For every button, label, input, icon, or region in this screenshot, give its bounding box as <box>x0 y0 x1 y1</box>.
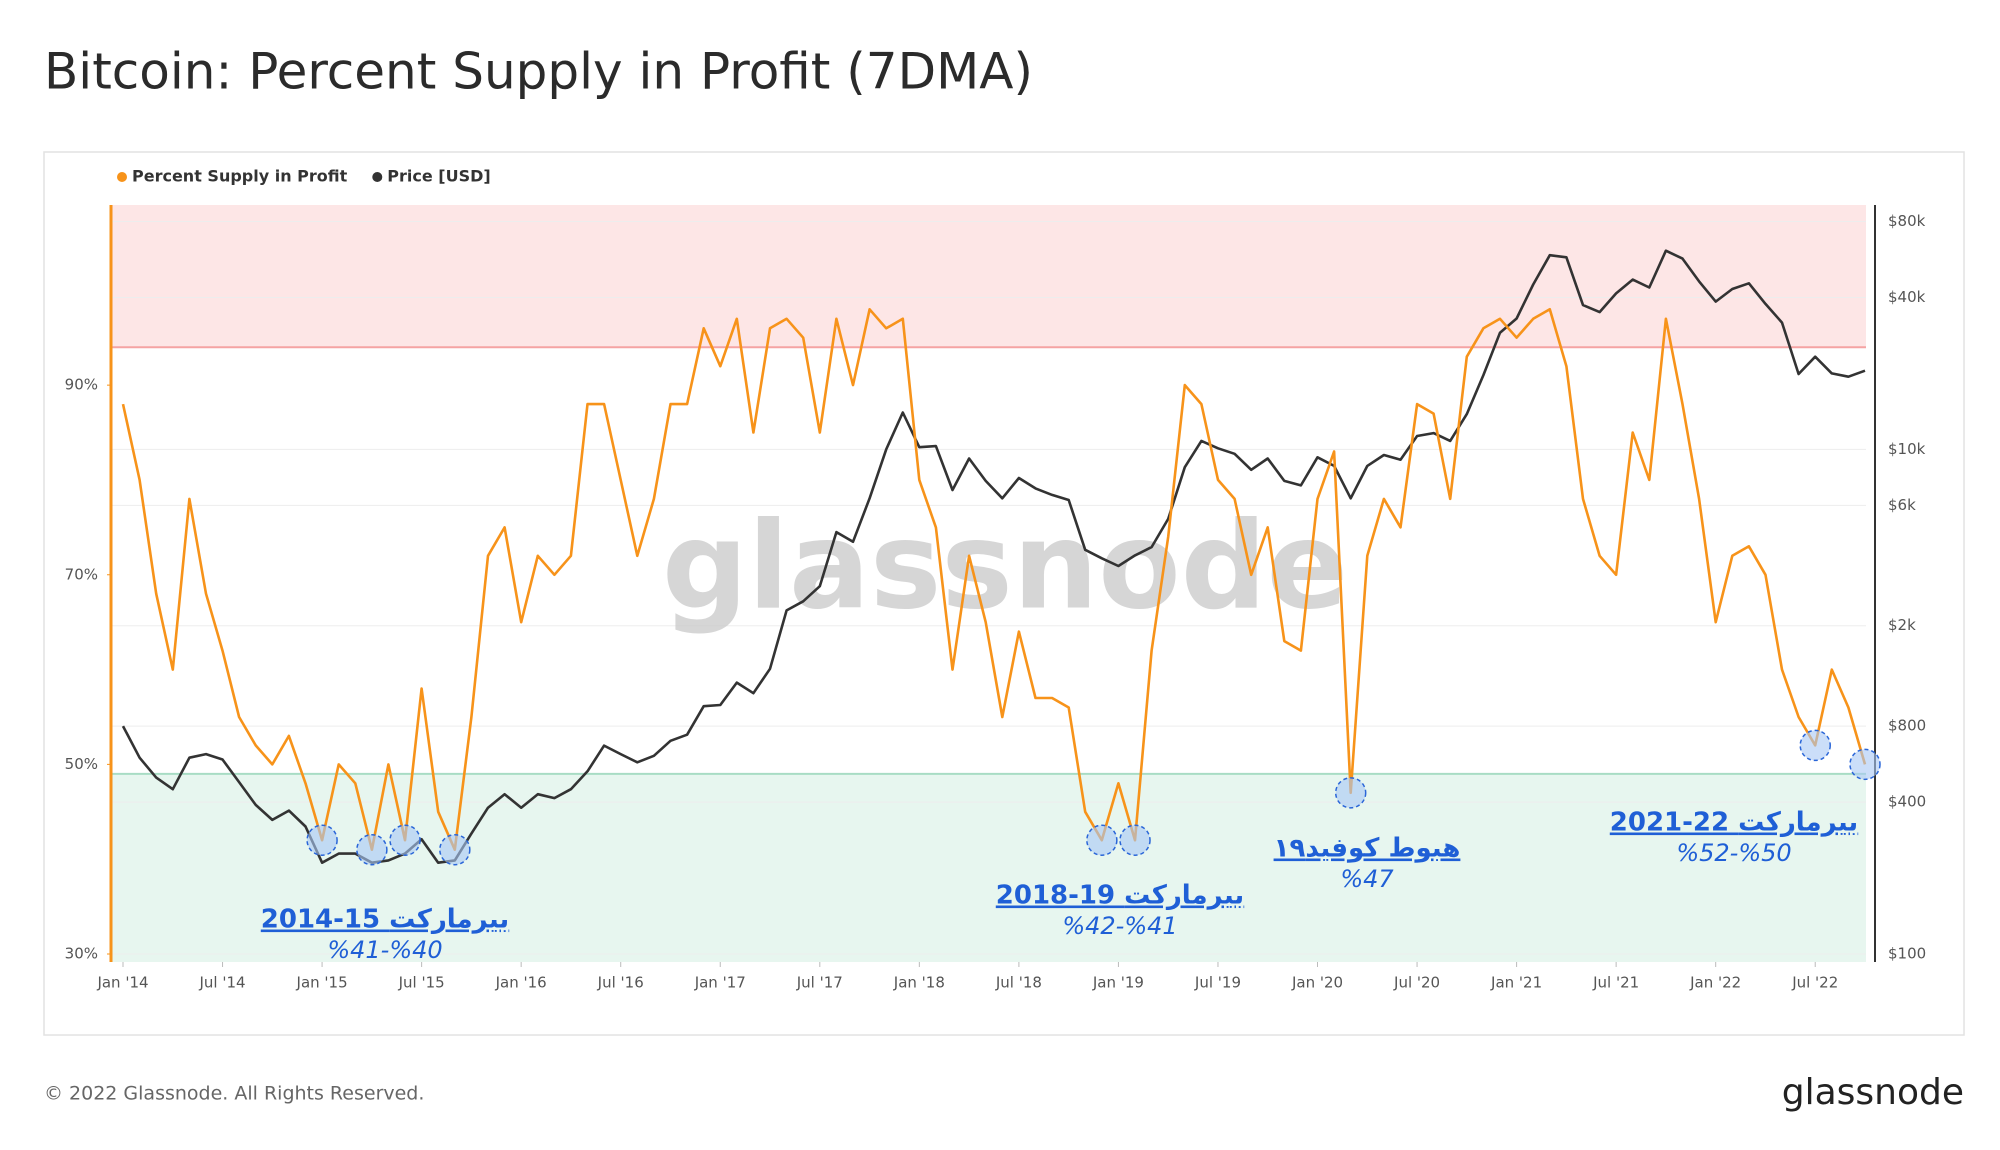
x-tick-label: Jan '14 <box>96 974 148 992</box>
legend-label: Price [USD] <box>387 167 490 186</box>
y2-tick-label: $10k <box>1888 440 1926 458</box>
y-tick-label: 70% <box>65 565 98 583</box>
x-tick-label: Jul '16 <box>597 974 644 992</box>
y-tick-label: 50% <box>65 755 98 773</box>
y-tick-label: 90% <box>65 376 98 394</box>
annotation-title: 2018-19 بیرمارکت <box>996 881 1244 911</box>
x-tick-label: Jan '17 <box>694 974 746 992</box>
x-tick-label: Jul '21 <box>1592 974 1639 992</box>
highlight-circle <box>1334 777 1367 809</box>
y-tick-label: 30% <box>65 945 98 963</box>
annotation-text: %52-%50 <box>1676 839 1791 867</box>
x-tick-label: Jan '16 <box>495 974 547 992</box>
x-tick-label: Jul '15 <box>398 974 445 992</box>
highlight-circle <box>1086 824 1118 856</box>
x-tick-label: Jul '20 <box>1393 974 1440 992</box>
y2-tick-label: $400 <box>1888 793 1926 811</box>
highlight-circle <box>1799 729 1831 762</box>
x-tick-label: Jul '18 <box>995 974 1042 992</box>
annotation-text: %41-%40 <box>327 936 442 964</box>
x-tick-label: Jan '20 <box>1291 974 1343 992</box>
band <box>111 773 1866 962</box>
legend-label: Percent Supply in Profit <box>132 167 348 186</box>
x-tick-label: Jan '15 <box>296 974 348 992</box>
y2-tick-label: $100 <box>1888 945 1926 963</box>
y2-tick-label: $80k <box>1888 212 1926 230</box>
footer: © 2022 Glassnode. All Rights Reserved. <box>44 1083 424 1105</box>
annotation-title: 2014-15 بیرمارکت <box>261 905 509 935</box>
x-tick-label: Jul '14 <box>199 974 246 992</box>
y2-tick-label: $2k <box>1888 616 1916 634</box>
x-tick-label: Jul '22 <box>1791 974 1838 992</box>
brand-logo: glassnode <box>1782 1072 1964 1113</box>
x-tick-label: Jul '19 <box>1194 974 1241 992</box>
highlight-circle <box>1849 748 1881 781</box>
highlight-circle <box>306 824 338 856</box>
annotation-text: %42-%41 <box>1062 912 1177 940</box>
highlight-circle <box>439 833 471 866</box>
y2-tick-label: $6k <box>1888 496 1916 514</box>
highlight-circle <box>389 824 421 856</box>
x-tick-label: Jan '18 <box>893 974 945 992</box>
band <box>111 205 1866 348</box>
legend-swatch <box>372 172 383 182</box>
chart-title: Bitcoin: Percent Supply in Profit (7DMA) <box>44 43 1033 101</box>
y2-tick-label: $800 <box>1888 717 1926 735</box>
series-line <box>121 308 1867 851</box>
highlight-circle <box>1119 824 1151 856</box>
x-tick-label: Jul '17 <box>796 974 843 992</box>
x-tick-label: Jan '21 <box>1490 974 1542 992</box>
x-tick-label: Jan '22 <box>1689 974 1741 992</box>
x-tick-label: Jan '19 <box>1092 974 1144 992</box>
watermark: glassnode <box>662 498 1348 637</box>
annotation-title: هبوط کوفید۱۹ <box>1274 834 1461 864</box>
y2-tick-label: $40k <box>1888 288 1926 306</box>
annotation-title: 2021-22 بیرمارکت <box>1610 808 1858 838</box>
highlight-circle <box>356 833 388 866</box>
annotation-text: %47 <box>1340 865 1394 893</box>
legend-swatch <box>117 172 127 182</box>
